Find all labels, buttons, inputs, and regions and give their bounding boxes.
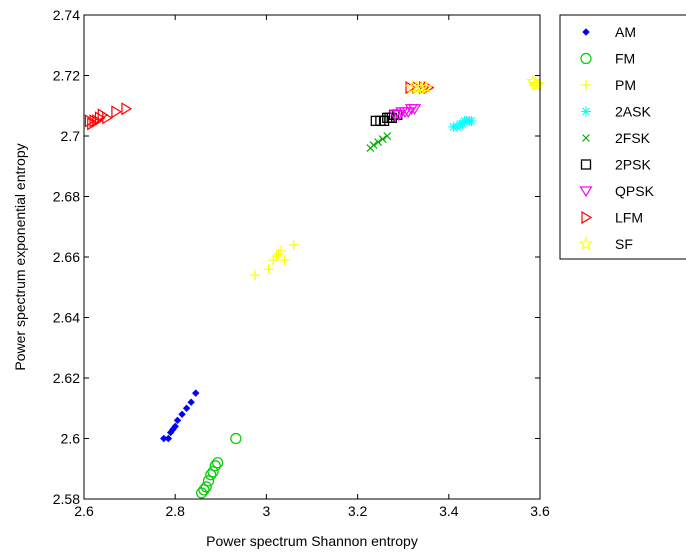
data-point [250, 270, 260, 281]
legend-marker [580, 159, 592, 170]
data-point [275, 245, 286, 256]
data-point [374, 138, 383, 146]
series-lfm [84, 81, 435, 131]
plot-area-frame [83, 14, 541, 500]
legend-marker [580, 52, 592, 65]
data-point [187, 398, 195, 406]
series-sf [405, 74, 545, 94]
data-point [378, 115, 390, 127]
data-point [192, 389, 200, 397]
legend-marker [581, 106, 591, 117]
series-fm [196, 432, 242, 499]
y-tick-label: 2.74 [53, 7, 80, 23]
data-point [198, 484, 210, 496]
y-tick-label: 2.62 [53, 370, 80, 386]
legend-marker [579, 186, 593, 198]
y-tick-label: 2.68 [53, 189, 80, 205]
data-point [171, 422, 179, 431]
data-point [466, 115, 477, 126]
legend-label: 2ASK [615, 104, 651, 120]
legend-label: QPSK [615, 183, 655, 199]
data-point [212, 457, 224, 469]
x-tick-label: 3.4 [439, 503, 459, 519]
legend-label: FM [615, 51, 635, 67]
series-2ask [448, 115, 477, 132]
y-axis-label: Power spectrum exponential entropy [12, 143, 28, 370]
data-point [418, 80, 434, 94]
data-point [383, 132, 392, 140]
legend-box [559, 14, 686, 260]
legend-label: AM [615, 24, 636, 40]
series-qpsk [388, 104, 422, 121]
x-tick-label: 3.2 [348, 503, 368, 519]
data-point [369, 141, 378, 149]
legend-label: LFM [615, 210, 643, 226]
data-point [111, 105, 123, 119]
x-tick-label: 3.6 [530, 503, 550, 519]
x-tick-label: 2.6 [74, 503, 94, 519]
legend-marker [582, 28, 590, 36]
legend-marker [582, 134, 590, 142]
y-tick-label: 2.7 [61, 128, 81, 144]
legend-label: 2PSK [615, 157, 651, 173]
y-tick-label: 2.72 [53, 68, 80, 84]
y-tick-label: 2.6 [61, 431, 81, 447]
legend-marker [581, 80, 591, 90]
data-point [207, 466, 219, 478]
axis-ticks: 2.6 2.8 3 3.2 3.4 3.62.582.62.622.642.662.682… [53, 7, 550, 519]
y-tick-label: 2.58 [53, 491, 80, 507]
legend-label: 2FSK [615, 130, 651, 146]
y-tick-label: 2.66 [53, 249, 80, 265]
data-point [209, 460, 221, 472]
data-point [178, 410, 186, 419]
data-point [205, 469, 217, 481]
data-point [408, 104, 422, 115]
legend-label: SF [615, 236, 633, 252]
data-point [378, 135, 387, 143]
data-point [530, 77, 545, 91]
x-tick-label: 3 [263, 503, 271, 519]
series-2fsk [366, 132, 392, 153]
data-point [89, 114, 101, 128]
data-point [414, 80, 429, 94]
data-point [200, 481, 212, 493]
data-point [121, 102, 133, 116]
data-point [230, 432, 242, 445]
data-point [202, 475, 215, 487]
data-point [102, 111, 113, 125]
series-pm [250, 239, 299, 281]
y-tick-label: 2.64 [53, 310, 80, 326]
data-point [263, 264, 274, 275]
data-point [288, 239, 299, 250]
legend-marker [578, 236, 594, 251]
data-point [182, 404, 191, 412]
data-point [92, 114, 103, 128]
legend-label: PM [615, 77, 636, 93]
data-point [279, 255, 290, 266]
data-point [94, 111, 106, 125]
legend: AM FM PM 2ASK 2FSK 2PSK QPSK LFM SF [559, 14, 686, 260]
series-am [160, 389, 200, 443]
x-axis-label: Power spectrum Shannon entropy [206, 533, 418, 549]
legend-marker [581, 210, 593, 225]
data-point [173, 416, 182, 425]
x-tick-label: 2.8 [165, 503, 185, 519]
data-point [164, 434, 173, 443]
